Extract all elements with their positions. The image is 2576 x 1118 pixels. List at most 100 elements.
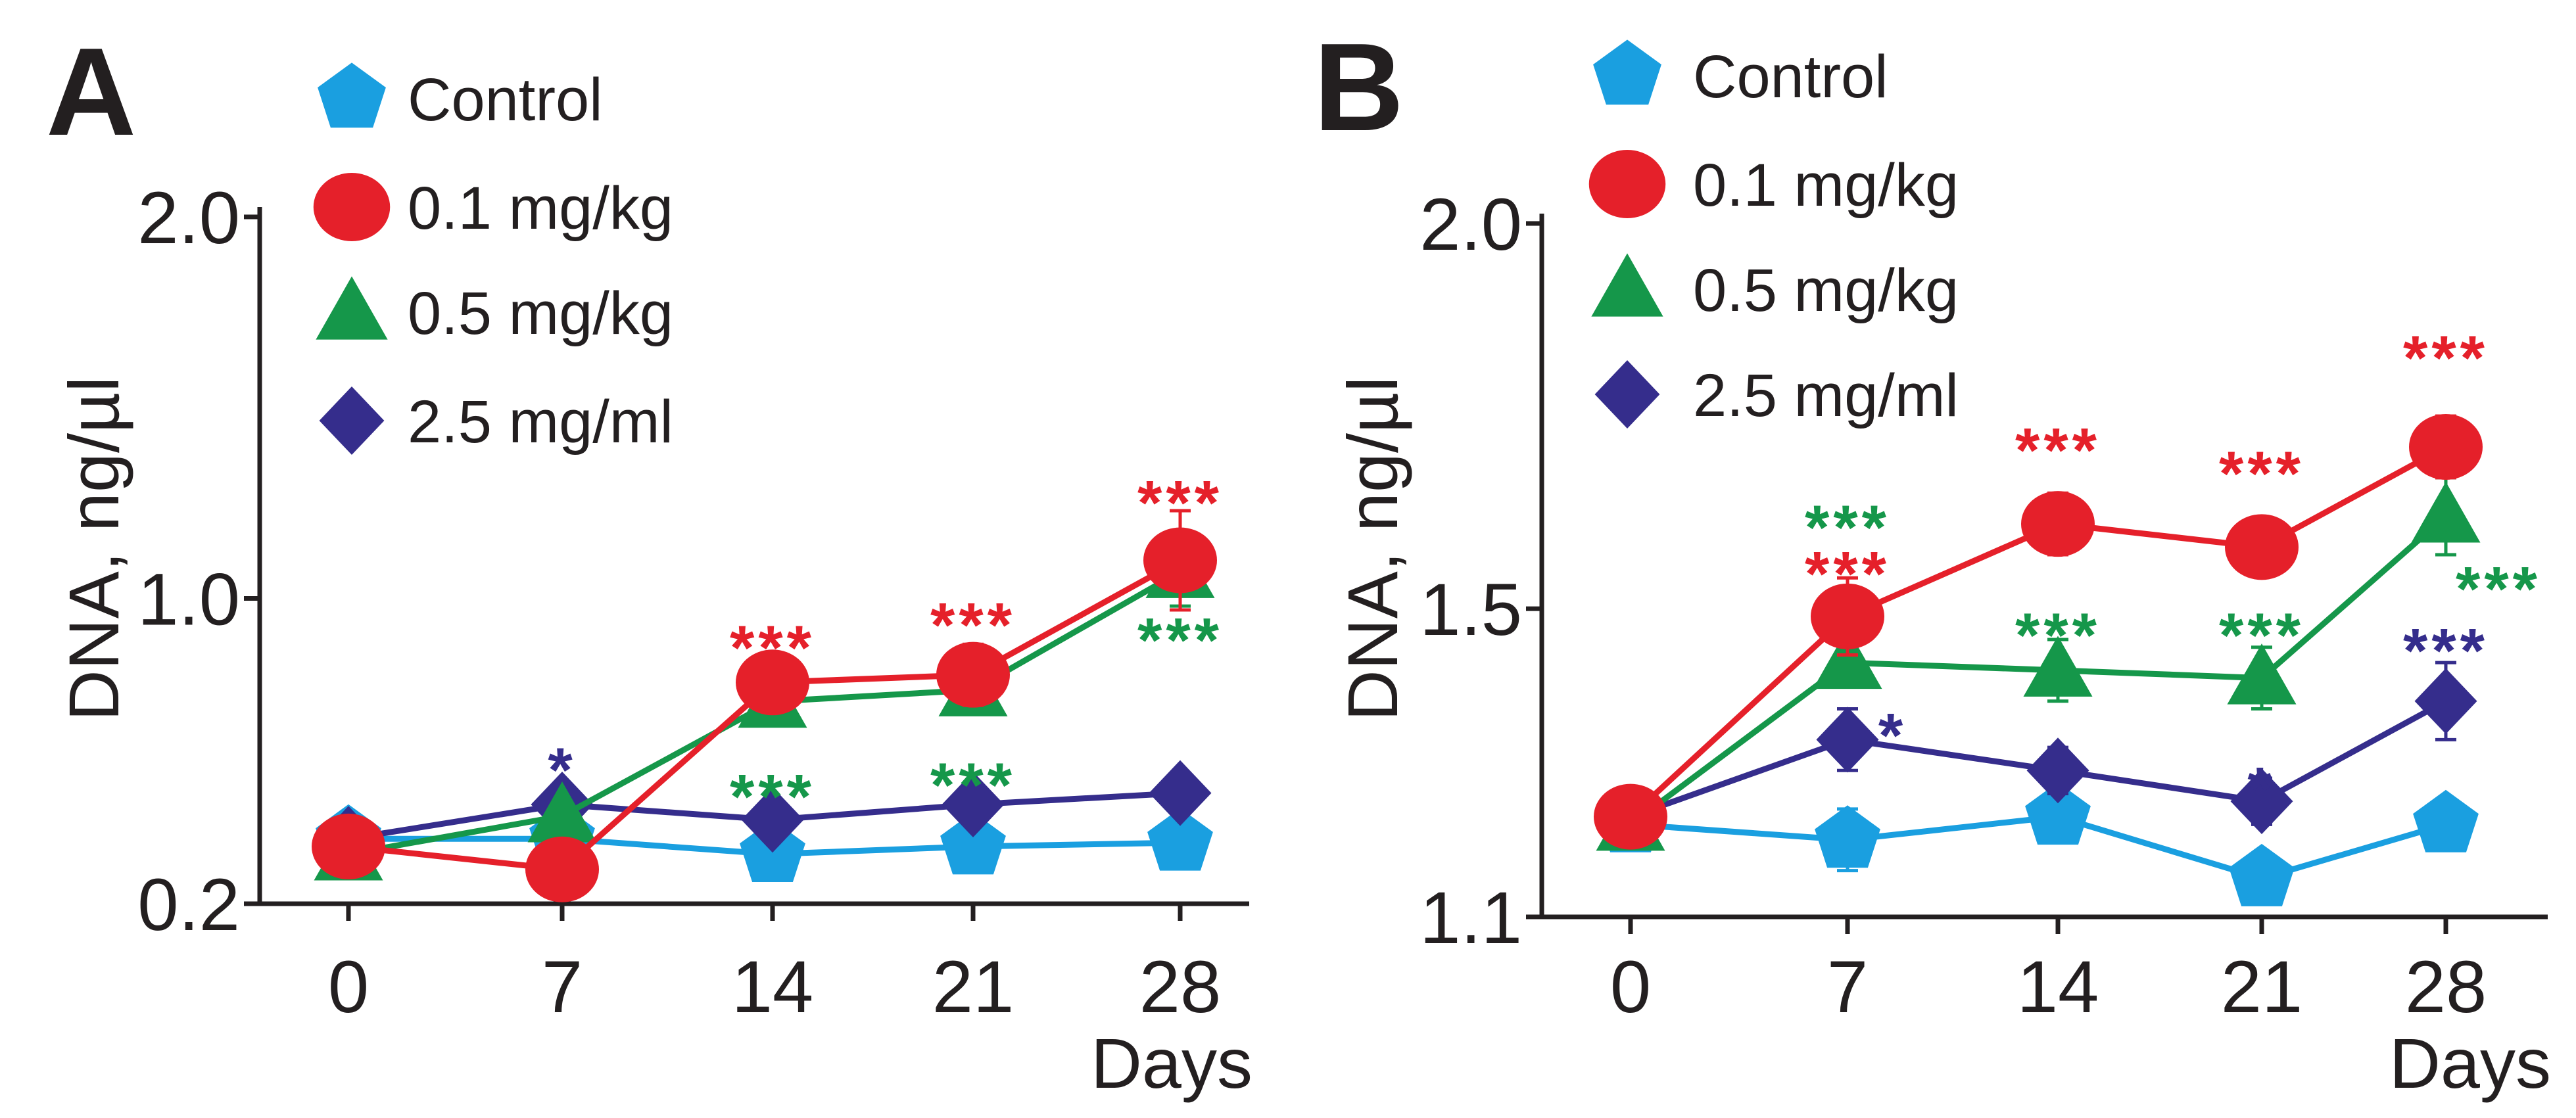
legend-marker-dose05: [316, 276, 388, 340]
panel-a-series: [312, 509, 1217, 902]
significance-marker: ***: [930, 590, 1016, 661]
data-point-control: [2413, 789, 2479, 852]
panel-b-series: [1594, 413, 2483, 906]
panel-b-legend: Control 0.1 mg/kg 0.5 mg/kg 2.5 mg/ml: [1588, 39, 1959, 429]
data-point-dose05: [527, 781, 597, 843]
legend-marker-dose01: [313, 173, 391, 241]
panel-a-x-tick-label: 0: [328, 946, 369, 1028]
data-point-dose05: [2023, 636, 2093, 697]
data-point-dose25: [2026, 737, 2089, 804]
significance-marker: ***: [1137, 468, 1223, 538]
panel-b-x-tick-label: 7: [1827, 946, 1868, 1028]
panel-b-y-tick-label: 2.0: [1419, 183, 1522, 266]
legend-item-dose25: 2.5 mg/ml: [1594, 360, 1959, 429]
data-point-dose25: [1149, 760, 1212, 826]
significance-marker: ***: [2403, 323, 2489, 394]
data-point-control: [940, 812, 1006, 875]
panel-a-x-tick-label: 21: [932, 946, 1014, 1028]
panel-b-y-axis-label: DNA, ng/µl: [1333, 377, 1412, 721]
panel-b-x-tick-label: 28: [2405, 946, 2487, 1028]
legend-marker-control: [318, 62, 386, 128]
significance-marker: ***: [2015, 415, 2101, 486]
data-point-dose05: [2411, 481, 2481, 543]
panel-b-annotations: *****************************: [1805, 323, 2541, 825]
significance-marker: ***: [2219, 438, 2304, 509]
legend-item-dose05: 0.5 mg/kg: [316, 276, 673, 347]
panel-b-series-dose01: [1594, 413, 2483, 850]
panel-a: A Control 0.1 mg/kg 0.5 mg/kg 2.5 mg/ml 0.2…: [46, 22, 1252, 1103]
significance-marker: ***: [2456, 554, 2541, 624]
data-point-dose01: [312, 813, 385, 879]
data-point-dose01: [1143, 527, 1217, 594]
panel-a-axes: 0.2 1.0 2.0 0 7 14 21 28: [137, 177, 1249, 1028]
panel-b-x-tick-label: 14: [2017, 946, 2099, 1028]
panel-b-x-tick-label: 21: [2221, 946, 2303, 1028]
data-point-dose05: [1813, 628, 1882, 689]
legend-item-control: Control: [1593, 39, 1888, 110]
data-point-dose05: [2227, 643, 2297, 705]
legend-marker-dose01: [1588, 150, 1666, 218]
legend-label: Control: [1693, 43, 1888, 110]
legend-marker-dose25: [319, 386, 385, 455]
data-point-dose25: [942, 772, 1005, 838]
data-point-control: [1815, 805, 1880, 868]
panel-a-x-tick-label: 7: [542, 946, 583, 1028]
data-point-dose01: [936, 641, 1010, 708]
data-point-dose01: [525, 836, 599, 902]
legend-label: 0.1 mg/kg: [408, 175, 673, 242]
panel-a-letter: A: [46, 22, 136, 162]
significance-marker: ***: [1137, 605, 1223, 676]
legend-marker-dose05: [1591, 253, 1663, 317]
significance-marker: ***: [2403, 616, 2489, 686]
significance-marker: *: [548, 735, 576, 805]
panel-b-axes: 1.1 1.5 2.0 0 7 14 21 28: [1419, 183, 2548, 1028]
panel-b: B Control 0.1 mg/kg 0.5 mg/kg 2.5 mg/ml 1.1…: [1314, 18, 2551, 1103]
panel-a-y-tick-label: 1.0: [137, 559, 240, 641]
panel-a-annotations: *******************: [548, 468, 1223, 832]
panel-a-y-tick-label: 0.2: [137, 864, 240, 946]
legend-label: 2.5 mg/ml: [408, 388, 673, 455]
panel-b-letter: B: [1314, 18, 1404, 157]
legend-item-dose05: 0.5 mg/kg: [1591, 253, 1959, 324]
data-point-dose25: [1816, 707, 1879, 773]
significance-marker: ***: [1805, 492, 1890, 563]
significance-marker: *: [2247, 755, 2276, 825]
significance-marker: ***: [930, 751, 1016, 821]
legend-label: Control: [408, 66, 603, 133]
data-point-dose25: [741, 787, 804, 853]
significance-marker: ***: [730, 613, 815, 684]
data-point-dose01: [2021, 491, 2095, 557]
data-point-dose25: [2230, 768, 2293, 835]
panel-a-y-tick-label: 2.0: [137, 177, 240, 259]
legend-item-control: Control: [318, 62, 603, 133]
data-point-control: [2025, 782, 2091, 845]
data-point-dose25: [2414, 668, 2477, 734]
data-point-dose01: [1594, 783, 1667, 850]
significance-marker: ***: [1805, 539, 1890, 609]
panel-b-x-axis-label: Days: [2389, 1023, 2551, 1103]
panel-b-x-tick-label: 0: [1610, 946, 1651, 1028]
panel-a-legend: Control 0.1 mg/kg 0.5 mg/kg 2.5 mg/ml: [313, 62, 673, 455]
panel-b-y-tick-label: 1.1: [1419, 877, 1522, 959]
significance-marker: ***: [2219, 601, 2304, 671]
significance-marker: ***: [730, 762, 815, 832]
data-point-dose01: [1811, 583, 1884, 649]
legend-marker-dose25: [1594, 360, 1660, 429]
legend-label: 0.5 mg/kg: [408, 280, 673, 347]
legend-label: 0.5 mg/kg: [1693, 257, 1959, 324]
legend-label: 0.1 mg/kg: [1693, 152, 1959, 219]
legend-label: 2.5 mg/ml: [1693, 362, 1959, 429]
panel-b-y-tick-label: 1.5: [1419, 569, 1522, 651]
panel-a-x-tick-label: 28: [1139, 946, 1222, 1028]
data-point-control: [2229, 843, 2295, 906]
significance-marker: ***: [2015, 601, 2101, 671]
panel-a-x-tick-label: 14: [732, 946, 814, 1028]
data-point-dose01: [736, 649, 809, 716]
data-point-dose01: [2409, 413, 2483, 480]
legend-item-dose01: 0.1 mg/kg: [1588, 150, 1959, 219]
legend-item-dose01: 0.1 mg/kg: [313, 173, 673, 242]
legend-marker-control: [1593, 39, 1661, 105]
panel-a-y-axis-label: DNA, ng/µl: [54, 377, 133, 721]
